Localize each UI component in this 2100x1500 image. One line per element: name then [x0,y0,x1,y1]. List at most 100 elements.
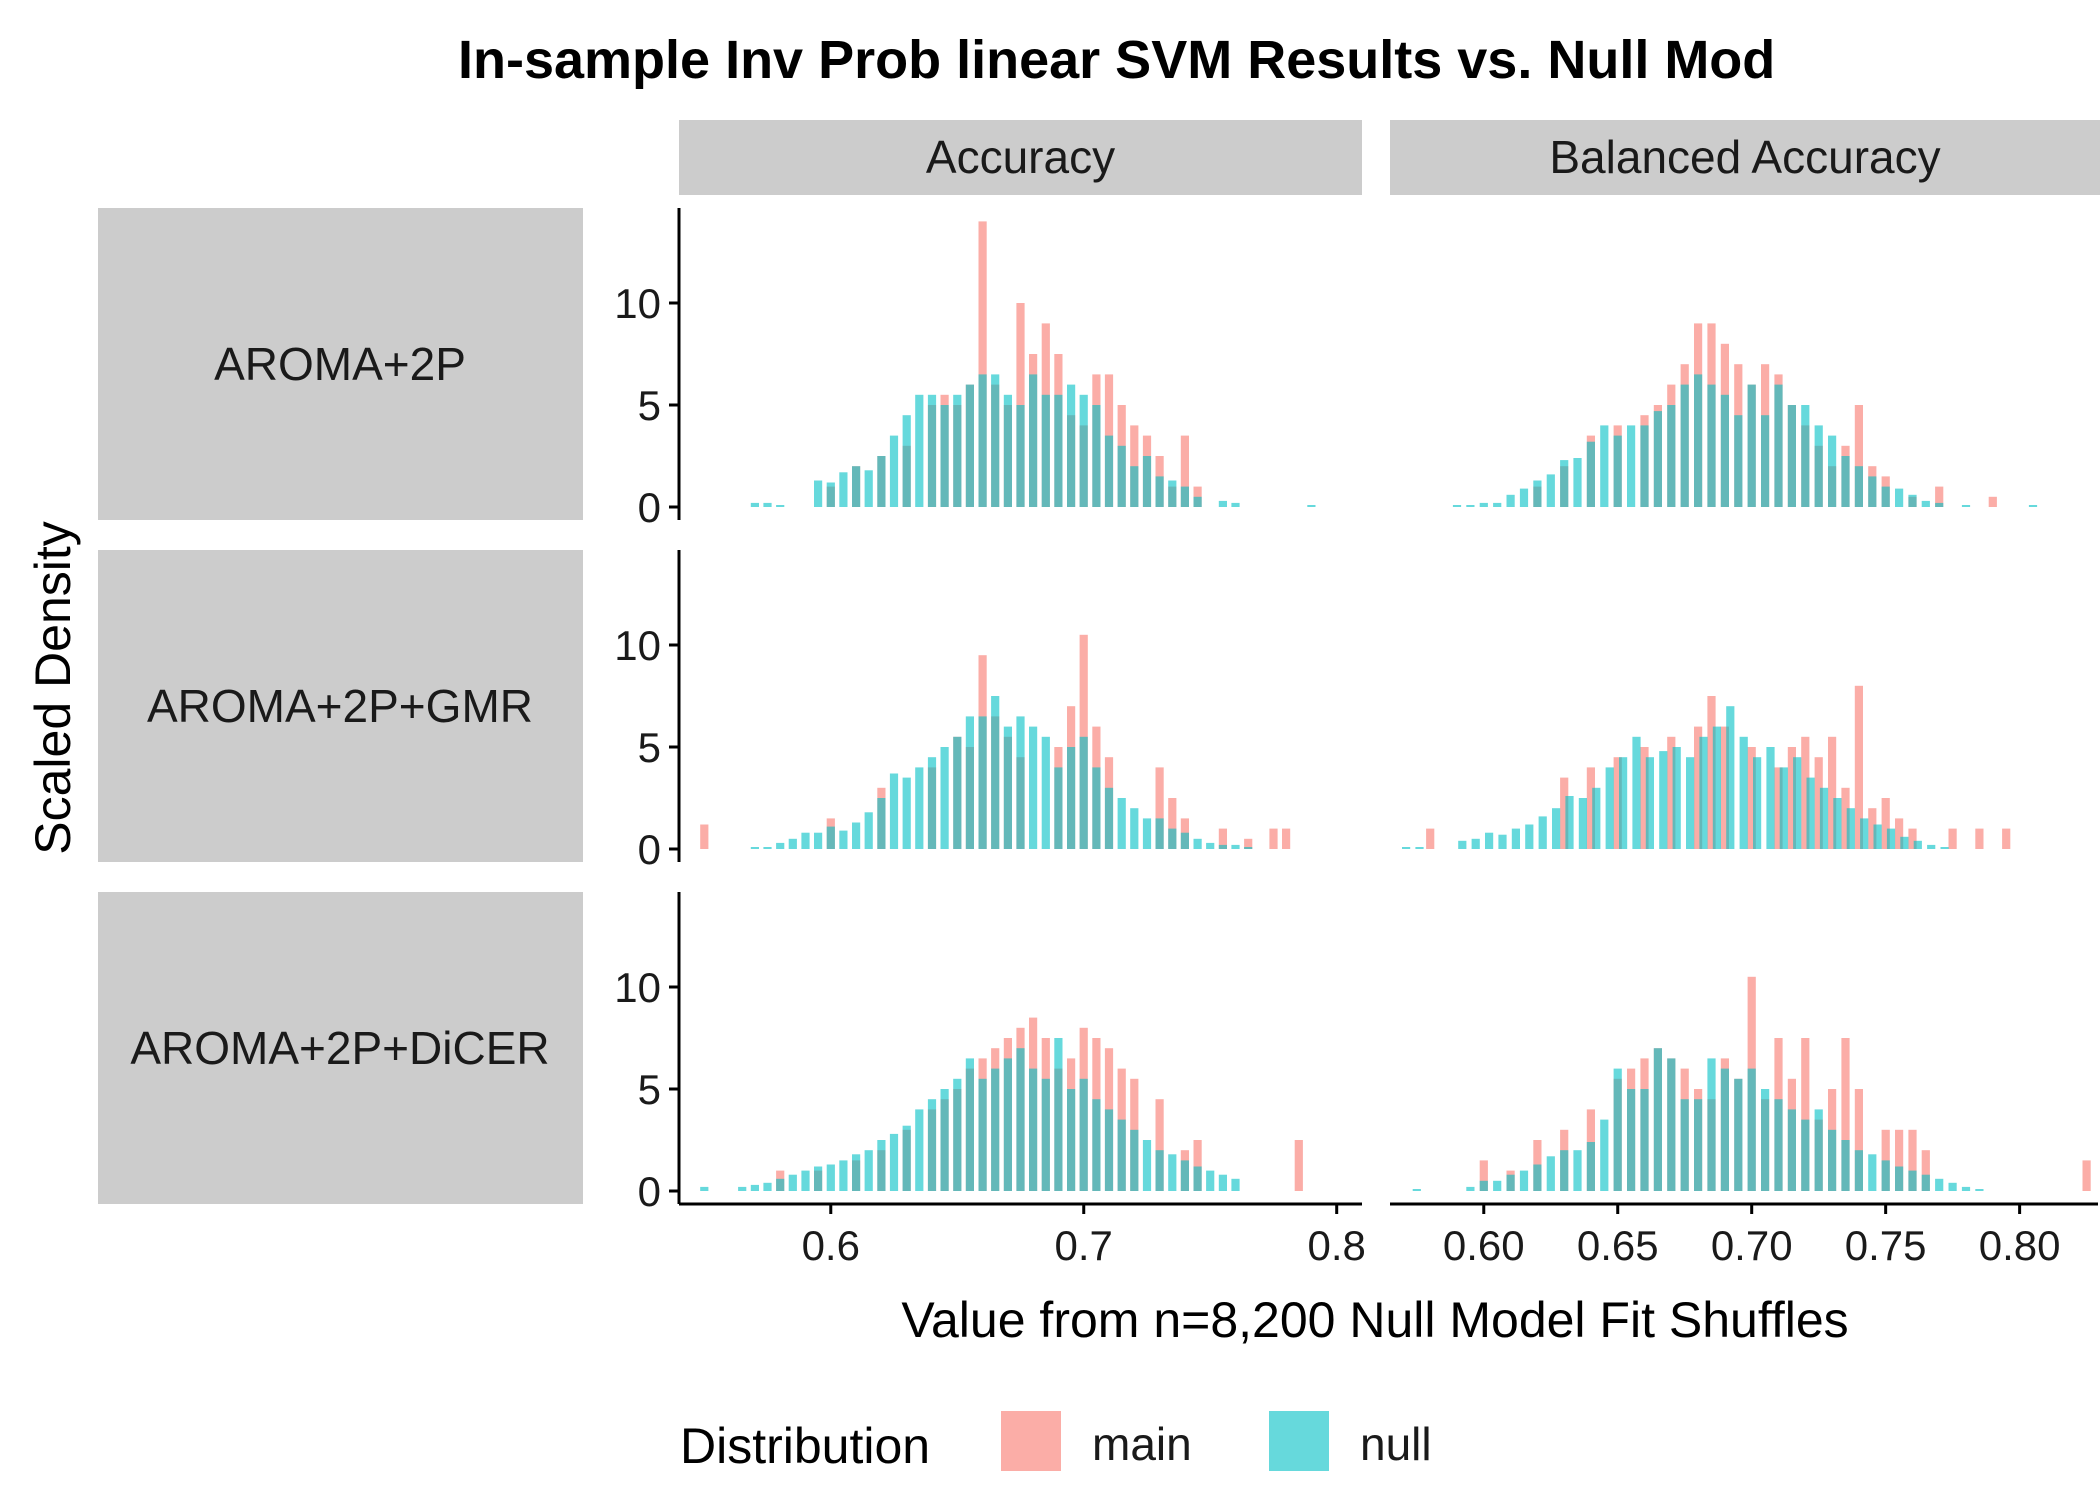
y-axis-title: Scaled Density [25,521,81,855]
bar-null [1779,767,1788,849]
series-null [750,374,1316,507]
bar-main [1828,736,1837,849]
bar-null [1868,1154,1877,1191]
panel-aroma-2p-balanced-accuracy [1452,323,2038,507]
bar-null [1868,476,1877,507]
bar-null [1485,832,1494,849]
bar-null [1766,747,1775,849]
bar-null [750,1184,759,1191]
bar-null [1180,832,1189,849]
bar-null [1117,798,1126,849]
bar-null [953,394,962,507]
bar-null [1613,1068,1622,1191]
bar-null [1653,411,1662,507]
bar-main [1935,486,1944,507]
bar-null [1712,726,1721,849]
bar-null [1627,425,1636,507]
bar-null [1619,757,1628,849]
bar-null [1605,767,1614,849]
bar-null [889,435,899,507]
legend: Distribution main null [680,1411,1432,1474]
bar-main [1479,1160,1488,1191]
bar-null [1573,1150,1582,1191]
bar-null [1458,840,1467,849]
bar-null [788,838,797,849]
x-tick-label: 0.6 [802,1222,860,1269]
x-axis-balanced-accuracy: 0.60 0.65 0.70 0.75 0.80 [1390,1202,2098,1269]
bar-null [1155,1150,1164,1191]
bar-null [1895,1166,1904,1191]
bar-main [1560,777,1569,849]
bar-null [1860,818,1869,849]
bar-null [978,1078,987,1191]
bar-null [1231,1178,1240,1191]
bar-null [1466,1186,1475,1191]
bar-null [1948,1182,1957,1191]
bar-null [1029,726,1038,849]
bar-null [1819,787,1829,849]
bar-null [1493,502,1502,507]
bar-null [1546,474,1555,507]
bar-null [1231,502,1240,507]
bar-null [1130,808,1139,849]
bar-main [2002,828,2011,849]
bar-null [1479,1180,1488,1191]
bar-main [1155,1099,1164,1191]
bar-null [1511,828,1520,849]
bar-null [1653,1048,1662,1191]
bar-null [1519,488,1529,507]
bar-null [814,1166,823,1191]
bar-main [1667,736,1676,849]
bar-null [965,384,974,507]
bar-main [1988,496,1997,507]
bar-null [1079,1078,1088,1191]
y-tick-label: 0 [638,484,661,531]
y-tick-label: 0 [638,1168,661,1215]
bar-null [1586,1142,1595,1191]
panel-aroma-2p-dicer-accuracy: 0 5 10 [614,892,1303,1215]
bar-null [1854,1150,1863,1191]
series-null [1452,374,2038,507]
bar-null [750,847,759,849]
bar-null [776,842,785,849]
bar-null [1640,1089,1649,1191]
facet-strip-label-aroma-2p: AROMA+2P [214,338,466,390]
facet-strip-aroma-2p-gmr [98,550,583,862]
bar-null [1814,1109,1823,1191]
bar-null [1774,1099,1783,1191]
bar-null [1412,1189,1421,1191]
bar-null [1079,394,1088,507]
bar-main [978,221,987,507]
legend-swatch-null [1269,1411,1329,1471]
bar-null [1130,466,1139,507]
bar-main [1720,726,1729,849]
bar-null [991,1068,1000,1191]
bar-null [1694,1099,1703,1191]
x-tick-label: 0.70 [1711,1222,1793,1269]
bar-null [1533,480,1542,507]
x-tick-label: 0.80 [1979,1222,2061,1269]
bar-null [1506,494,1515,507]
bar-null [1193,496,1202,507]
bar-null [1640,425,1649,507]
bar-main [1814,757,1823,849]
bar-main [1774,767,1783,849]
bar-null [1479,502,1488,507]
bar-null [1632,736,1641,849]
bar-null [763,1182,772,1191]
bar-null [776,505,785,507]
bar-null [915,767,924,849]
bar-null [1142,1140,1152,1191]
bar-null [1525,824,1534,849]
bar-null [877,456,886,507]
bar-null [1886,828,1896,849]
bar-null [1667,1058,1676,1191]
bar-main [1841,1038,1850,1191]
bar-null [1787,1109,1796,1191]
bar-null [1828,1129,1837,1191]
bar-null [902,415,911,507]
bar-null [1747,1068,1756,1191]
bar-null [1699,736,1708,849]
bar-null [1900,836,1909,849]
